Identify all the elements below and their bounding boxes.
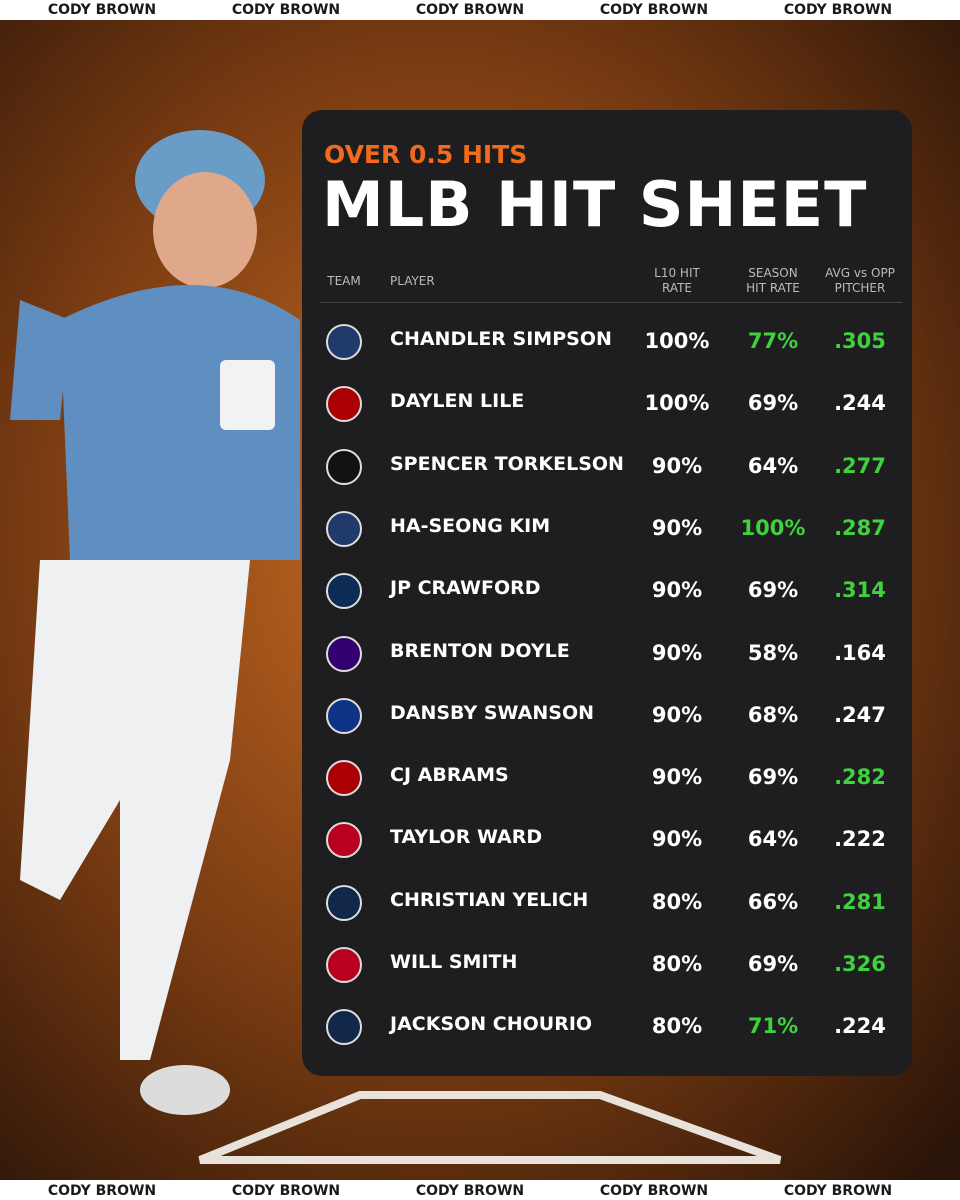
avg-cell: .326: [834, 952, 886, 976]
player-name: CJ ABRAMS: [390, 764, 509, 787]
avg-cell: .247: [834, 702, 886, 727]
season-cell: 69%: [747, 952, 799, 976]
l10-cell: 90%: [651, 827, 703, 852]
player-figure: [10, 130, 300, 1115]
avg-cell: .277: [834, 453, 886, 478]
avg-cell: .305: [834, 329, 886, 353]
player-name: HA-SEONG KIM: [390, 514, 551, 537]
col-header: AVG vs OPP PITCHER: [825, 266, 895, 295]
season-cell: 77%: [747, 329, 799, 353]
field-lines: [198, 1091, 782, 1164]
player-name: DAYLEN LILE: [390, 390, 525, 413]
watermark: CODY BROWN: [231, 1183, 341, 1199]
subtitle: OVER 0.5 HITS: [324, 140, 528, 169]
title: MLB HIT SHEET: [322, 168, 868, 241]
watermark: CODY BROWN: [47, 1183, 157, 1199]
player-name: WILL SMITH: [390, 951, 518, 973]
season-cell: 58%: [747, 640, 799, 665]
season-cell: 68%: [747, 702, 799, 727]
l10-cell: 90%: [651, 453, 703, 478]
watermark: CODY BROWN: [783, 2, 893, 18]
header-rule: [320, 302, 902, 303]
team-logo: [326, 386, 362, 423]
col-header: L10 HIT RATE: [654, 266, 700, 295]
col-header: SEASON HIT RATE: [746, 266, 800, 295]
panel: [302, 110, 912, 1076]
team-logo: [326, 448, 362, 485]
season-cell: 100%: [740, 515, 806, 540]
team-logo: [326, 760, 362, 797]
avg-cell: .164: [834, 640, 886, 665]
l10-cell: 100%: [644, 329, 710, 353]
team-logo: [326, 1009, 362, 1046]
l10-cell: 90%: [651, 702, 703, 727]
avg-cell: .244: [834, 391, 886, 416]
season-cell: 64%: [747, 453, 799, 478]
l10-cell: 90%: [651, 578, 703, 603]
watermark: CODY BROWN: [231, 2, 341, 18]
watermark: CODY BROWN: [783, 1183, 893, 1199]
l10-cell: 80%: [651, 889, 703, 914]
season-cell: 69%: [747, 391, 799, 416]
l10-cell: 80%: [651, 952, 703, 976]
avg-cell: .222: [834, 827, 886, 852]
player-name: CHRISTIAN YELICH: [390, 888, 589, 911]
season-cell: 66%: [747, 889, 799, 914]
avg-cell: .224: [834, 1014, 886, 1039]
watermark: CODY BROWN: [47, 2, 157, 18]
player-name: DANSBY SWANSON: [390, 701, 595, 724]
avg-cell: .287: [834, 515, 886, 540]
team-logo: [326, 947, 362, 983]
l10-cell: 90%: [651, 640, 703, 665]
watermark: CODY BROWN: [415, 1183, 525, 1199]
l10-cell: 90%: [651, 765, 703, 790]
team-logo: [326, 822, 362, 859]
l10-cell: 100%: [644, 391, 710, 416]
player-name: JACKSON CHOURIO: [390, 1013, 593, 1036]
player-name: CHANDLER SIMPSON: [390, 328, 612, 350]
player-name: TAYLOR WARD: [390, 826, 543, 849]
player-name: JP CRAWFORD: [390, 577, 541, 600]
team-logo: [326, 697, 362, 734]
season-cell: 69%: [747, 578, 799, 603]
col-header: PLAYER: [390, 274, 435, 288]
watermark: CODY BROWN: [415, 2, 525, 18]
avg-cell: .282: [834, 765, 886, 790]
team-logo: [326, 510, 362, 547]
team-logo: [326, 324, 362, 360]
avg-cell: .314: [834, 578, 886, 603]
avg-cell: .281: [834, 889, 886, 914]
season-cell: 64%: [747, 827, 799, 852]
player-name: SPENCER TORKELSON: [390, 452, 624, 475]
season-cell: 69%: [747, 765, 799, 790]
col-header: TEAM: [327, 274, 361, 288]
l10-cell: 80%: [651, 1014, 703, 1039]
watermark: CODY BROWN: [599, 2, 709, 18]
team-logo: [326, 573, 362, 610]
team-logo: [326, 635, 362, 672]
season-cell: 71%: [747, 1014, 799, 1039]
l10-cell: 90%: [651, 515, 703, 540]
team-logo: [326, 884, 362, 921]
player-name: BRENTON DOYLE: [390, 639, 570, 662]
watermark: CODY BROWN: [599, 1183, 709, 1199]
